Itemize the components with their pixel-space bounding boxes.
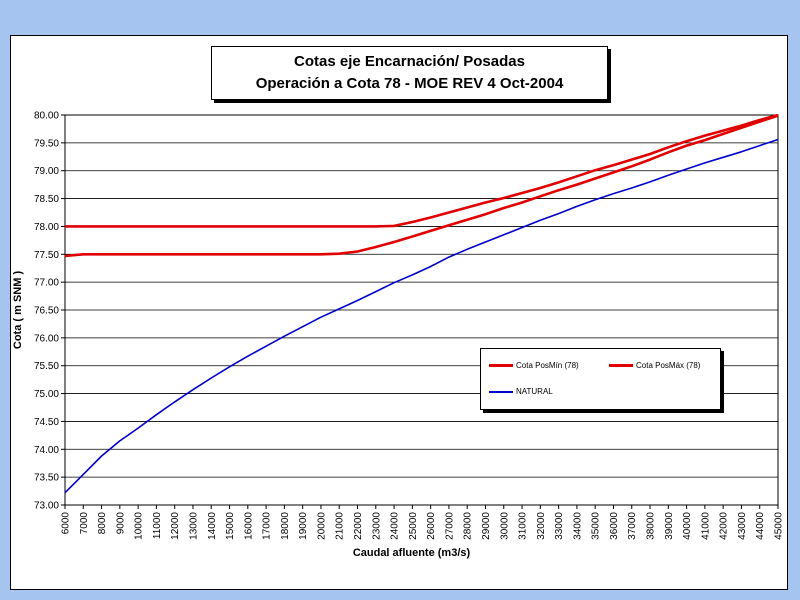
- y-tick-label: 76.00: [34, 333, 59, 344]
- legend-label-posmin: Cota PosMín (78): [516, 361, 579, 370]
- legend-swatch-natural: [489, 390, 513, 393]
- x-tick-label: 18000: [280, 512, 291, 540]
- legend-swatch-posmax: [609, 364, 633, 367]
- x-tick-label: 29000: [481, 512, 492, 540]
- legend-item-posmax: Cota PosMáx (78): [609, 361, 700, 370]
- x-tick-label: 8000: [97, 512, 108, 535]
- x-tick-label: 14000: [207, 512, 218, 540]
- x-tick-label: 40000: [682, 512, 693, 540]
- y-tick-label: 77.50: [34, 250, 59, 261]
- x-tick-label: 27000: [444, 512, 455, 540]
- x-tick-label: 41000: [700, 512, 711, 540]
- x-tick-label: 45000: [774, 512, 785, 540]
- y-tick-label: 74.50: [34, 417, 59, 428]
- y-tick-label: 75.00: [34, 389, 59, 400]
- y-axis-label: Cota ( m SNM ): [12, 271, 24, 350]
- x-tick-label: 24000: [390, 512, 401, 540]
- x-tick-label: 38000: [646, 512, 657, 540]
- x-tick-label: 36000: [609, 512, 620, 540]
- x-tick-label: 10000: [134, 512, 145, 540]
- x-tick-label: 22000: [353, 512, 364, 540]
- legend-item-posmin: Cota PosMín (78): [489, 361, 579, 370]
- y-tick-label: 77.00: [34, 278, 59, 289]
- chart-title-box: Cotas eje Encarnación/ Posadas Operación…: [211, 46, 608, 100]
- x-tick-label: 25000: [408, 512, 419, 540]
- x-tick-label: 7000: [79, 512, 90, 535]
- legend-swatch-posmin: [489, 364, 513, 367]
- y-tick-label: 78.00: [34, 222, 59, 233]
- y-tick-label: 73.50: [34, 473, 59, 484]
- x-tick-label: 35000: [591, 512, 602, 540]
- y-tick-label: 78.50: [34, 194, 59, 205]
- x-tick-label: 30000: [499, 512, 510, 540]
- x-tick-label: 34000: [572, 512, 583, 540]
- x-tick-label: 39000: [664, 512, 675, 540]
- x-tick-label: 11000: [152, 512, 163, 540]
- x-tick-label: 43000: [737, 512, 748, 540]
- x-tick-label: 6000: [61, 512, 72, 535]
- legend-label-posmax: Cota PosMáx (78): [636, 361, 701, 370]
- y-tick-label: 79.50: [34, 138, 59, 149]
- legend-label-natural: NATURAL: [516, 387, 553, 396]
- series-line-posmax: [65, 113, 779, 228]
- x-tick-label: 21000: [335, 512, 346, 540]
- x-tick-label: 44000: [755, 512, 766, 540]
- x-tick-label: 23000: [371, 512, 382, 540]
- x-tick-label: 15000: [225, 512, 236, 540]
- y-tick-label: 74.00: [34, 445, 59, 456]
- x-tick-label: 16000: [243, 512, 254, 540]
- x-tick-label: 31000: [518, 512, 529, 540]
- y-tick-label: 76.50: [34, 306, 59, 317]
- chart-title-line1: Cotas eje Encarnación/ Posadas: [294, 53, 525, 70]
- y-tick-label: 73.00: [34, 501, 59, 512]
- x-tick-label: 19000: [298, 512, 309, 540]
- x-tick-label: 28000: [463, 512, 474, 540]
- x-tick-label: 17000: [262, 512, 273, 540]
- x-tick-label: 32000: [536, 512, 547, 540]
- x-tick-label: 9000: [115, 512, 126, 535]
- x-axis-label: Caudal afluente (m3/s): [353, 547, 471, 559]
- x-tick-label: 37000: [627, 512, 638, 540]
- legend: Cota PosMín (78) Cota PosMáx (78) NATURA…: [480, 348, 721, 410]
- x-tick-label: 13000: [188, 512, 199, 540]
- x-tick-label: 33000: [554, 512, 565, 540]
- chart-title-line2: Operación a Cota 78 - MOE REV 4 Oct-2004: [255, 75, 564, 92]
- x-tick-label: 42000: [719, 512, 730, 540]
- legend-item-natural: NATURAL: [489, 387, 553, 396]
- x-tick-label: 26000: [426, 512, 437, 540]
- y-tick-label: 75.50: [34, 361, 59, 372]
- x-tick-label: 12000: [170, 512, 181, 540]
- series-line-posmin: [64, 114, 779, 258]
- x-tick-label: 20000: [316, 512, 327, 540]
- series-line-natural: [64, 138, 779, 494]
- y-tick-label: 80.00: [34, 111, 59, 122]
- y-tick-label: 79.00: [34, 166, 59, 177]
